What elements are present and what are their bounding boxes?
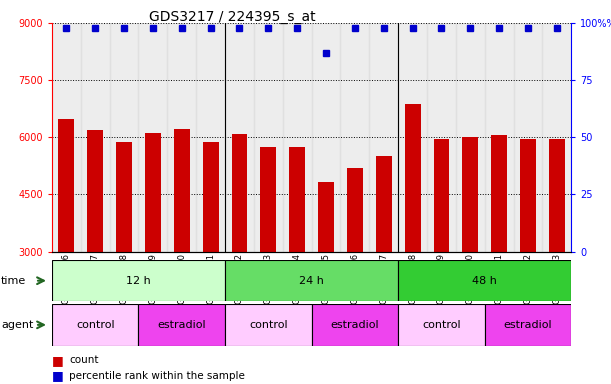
Bar (225, 260, 398, 301)
Bar (52, 23, 81, 252)
Bar (369, 23, 398, 252)
Bar (485, 304, 571, 346)
Text: control: control (422, 320, 461, 330)
Bar (398, 260, 571, 301)
Text: estradiol: estradiol (331, 320, 379, 330)
Bar (254, 23, 283, 252)
Text: 12 h: 12 h (126, 276, 151, 286)
Bar (145, 134, 161, 252)
Bar (283, 23, 312, 252)
Bar (485, 23, 514, 252)
Bar (543, 23, 571, 252)
Text: 48 h: 48 h (472, 276, 497, 286)
Bar (203, 142, 219, 252)
Bar (174, 129, 189, 252)
Bar (52, 260, 225, 301)
Bar (340, 23, 369, 252)
Bar (318, 182, 334, 252)
Bar (514, 23, 543, 252)
Bar (549, 139, 565, 252)
Text: ■: ■ (52, 354, 64, 367)
Bar (232, 134, 247, 252)
Bar (347, 168, 363, 252)
Bar (139, 304, 225, 346)
Text: control: control (249, 320, 288, 330)
Text: estradiol: estradiol (503, 320, 552, 330)
Bar (491, 136, 507, 252)
Bar (398, 304, 485, 346)
Text: estradiol: estradiol (158, 320, 206, 330)
Bar (404, 104, 420, 252)
Bar (427, 23, 456, 252)
Bar (260, 147, 276, 252)
Bar (225, 304, 312, 346)
Text: ■: ■ (52, 369, 64, 382)
Bar (52, 304, 139, 346)
Text: agent: agent (1, 320, 34, 330)
Bar (109, 23, 139, 252)
Bar (312, 304, 398, 346)
Bar (139, 23, 167, 252)
Text: count: count (69, 355, 98, 365)
Text: 24 h: 24 h (299, 276, 324, 286)
Bar (520, 139, 536, 252)
Bar (456, 23, 485, 252)
Bar (87, 130, 103, 252)
Text: time: time (1, 276, 26, 286)
Bar (196, 23, 225, 252)
Bar (167, 23, 196, 252)
Bar (289, 147, 305, 252)
Bar (312, 23, 340, 252)
Text: control: control (76, 320, 114, 330)
Bar (398, 23, 427, 252)
Bar (59, 119, 75, 252)
Text: GDS3217 / 224395_s_at: GDS3217 / 224395_s_at (149, 10, 315, 23)
Bar (81, 23, 109, 252)
Bar (225, 23, 254, 252)
Text: percentile rank within the sample: percentile rank within the sample (69, 371, 245, 381)
Bar (376, 156, 392, 252)
Bar (116, 142, 132, 252)
Bar (463, 137, 478, 252)
Bar (434, 139, 449, 252)
